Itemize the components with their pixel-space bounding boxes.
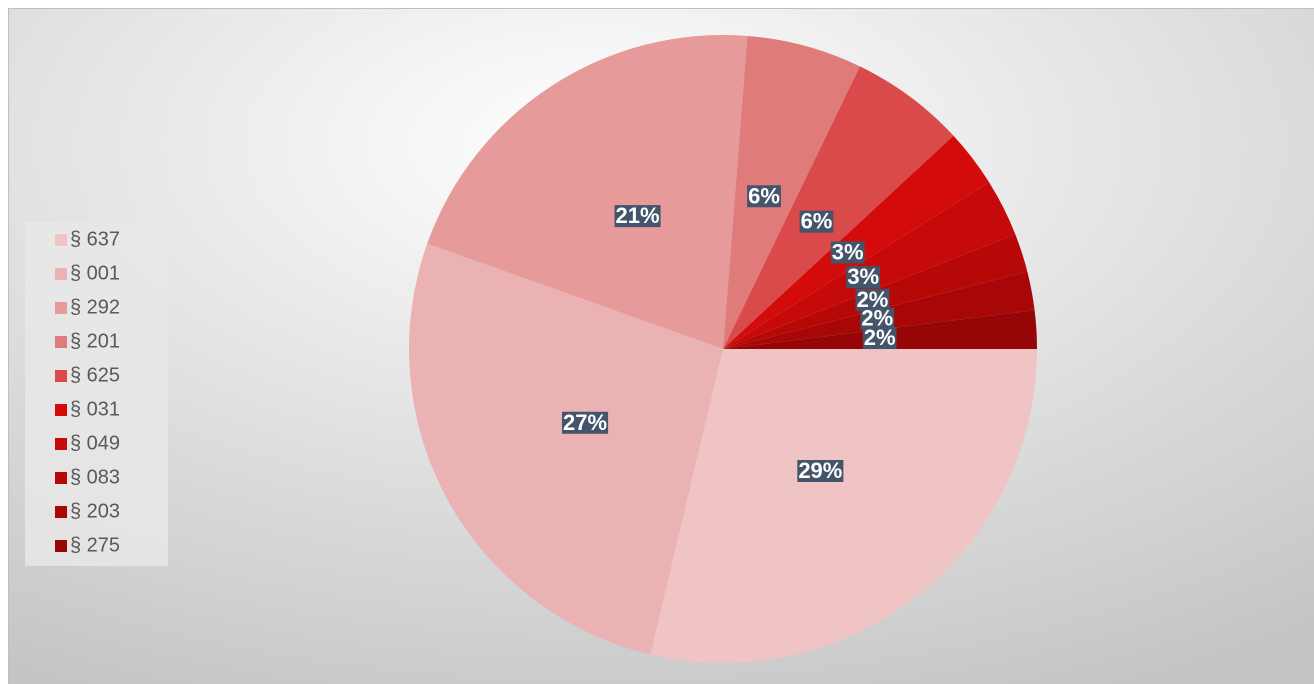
legend-swatch <box>55 404 67 416</box>
data-label-bg <box>862 327 897 350</box>
data-label: 2% <box>857 287 889 312</box>
pie-slice <box>409 243 723 655</box>
legend-label: § 625 <box>70 364 120 386</box>
legend-label: § 201 <box>70 330 120 352</box>
data-label: 2% <box>864 325 896 350</box>
legend-label: § 031 <box>70 398 120 420</box>
legend-swatch <box>55 438 67 450</box>
data-label: 6% <box>748 183 780 208</box>
legend-label: § 292 <box>70 296 120 318</box>
pie-slice <box>723 182 1016 349</box>
data-label: 29% <box>798 458 842 483</box>
data-label: 2% <box>861 306 893 331</box>
legend-label: § 049 <box>70 432 120 454</box>
legend-label: § 083 <box>70 466 120 488</box>
pie-slice <box>723 35 860 350</box>
legend-label: § 637 <box>70 228 120 250</box>
pie-slice <box>650 349 1037 663</box>
legend-swatch <box>55 268 67 280</box>
pie-slice <box>723 66 954 349</box>
pie-slice <box>427 34 748 350</box>
legend-swatch <box>55 506 67 518</box>
data-label: 3% <box>847 264 879 289</box>
legend-swatch <box>55 370 67 382</box>
data-label: 6% <box>801 209 833 234</box>
legend-swatch <box>55 472 67 484</box>
data-label-bg <box>614 205 661 228</box>
data-label-bg <box>855 288 890 311</box>
legend-label: § 001 <box>70 262 120 284</box>
data-label-bg <box>860 307 895 330</box>
data-label-bg <box>562 411 609 434</box>
legend-swatch <box>55 540 67 552</box>
data-label-bg <box>797 459 844 482</box>
legend-label: § 275 <box>70 534 120 556</box>
data-label-bg <box>830 241 865 264</box>
data-label: 21% <box>616 203 660 228</box>
data-label: 27% <box>563 410 607 435</box>
legend-swatch <box>55 234 67 246</box>
data-label-bg <box>747 185 781 208</box>
legend-box <box>25 222 168 566</box>
data-label-bg <box>846 266 881 289</box>
data-label-bg <box>799 210 834 233</box>
data-label: 3% <box>832 239 864 264</box>
legend-label: § 203 <box>70 500 120 522</box>
legend-swatch <box>55 336 67 348</box>
legend-swatch <box>55 302 67 314</box>
